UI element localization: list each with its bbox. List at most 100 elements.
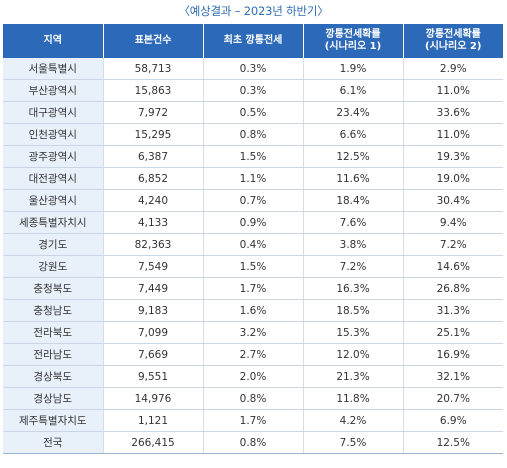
cell-scenario-1: 18.4%: [303, 189, 404, 212]
cell-region: 서울특별시: [3, 58, 104, 80]
cell-initial-rate: 0.4%: [203, 233, 304, 256]
table-row: 세종특별자치시 4,133 0.9% 7.6% 9.4%: [3, 211, 503, 234]
cell-sample-count: 266,415: [103, 431, 204, 454]
table-row: 충청북도 7,449 1.7% 16.3% 26.8%: [3, 277, 503, 300]
cell-region: 세종특별자치시: [3, 211, 104, 234]
cell-initial-rate: 0.8%: [203, 123, 304, 146]
table-row: 강원도 7,549 1.5% 7.2% 14.6%: [3, 255, 503, 278]
cell-scenario-1: 11.6%: [303, 167, 404, 190]
cell-scenario-1: 6.6%: [303, 123, 404, 146]
cell-region: 경상북도: [3, 365, 104, 388]
cell-scenario-2: 11.0%: [403, 79, 503, 102]
cell-region: 대전광역시: [3, 167, 104, 190]
cell-scenario-2: 30.4%: [403, 189, 503, 212]
cell-region: 대구광역시: [3, 101, 104, 124]
cell-scenario-2: 2.9%: [403, 58, 503, 80]
cell-sample-count: 4,240: [103, 189, 204, 212]
cell-sample-count: 58,713: [103, 58, 204, 80]
cell-region: 제주특별자치도: [3, 409, 104, 432]
cell-scenario-1: 1.9%: [303, 58, 404, 80]
cell-scenario-2: 6.9%: [403, 409, 503, 432]
cell-scenario-1: 18.5%: [303, 299, 404, 322]
cell-scenario-2: 19.0%: [403, 167, 503, 190]
cell-sample-count: 15,863: [103, 79, 204, 102]
cell-scenario-2: 16.9%: [403, 343, 503, 366]
cell-sample-count: 14,976: [103, 387, 204, 410]
cell-scenario-2: 32.1%: [403, 365, 503, 388]
header-sample-count: 표본건수: [103, 24, 204, 58]
header-scenario-1: 깡통전세확률 (시나리오 1): [303, 24, 404, 58]
table-row: 서울특별시 58,713 0.3% 1.9% 2.9%: [3, 58, 503, 80]
table-caption: 〈예상결과 – 2023년 하반기〉: [178, 4, 329, 18]
table-row: 전라남도 7,669 2.7% 12.0% 16.9%: [3, 343, 503, 366]
cell-sample-count: 9,551: [103, 365, 204, 388]
cell-scenario-1: 12.0%: [303, 343, 404, 366]
cell-sample-count: 15,295: [103, 123, 204, 146]
header-scenario-2: 깡통전세확률 (시나리오 2): [403, 24, 503, 58]
cell-initial-rate: 0.8%: [203, 431, 304, 454]
cell-region: 충청북도: [3, 277, 104, 300]
cell-scenario-1: 7.5%: [303, 431, 404, 454]
cell-scenario-2: 33.6%: [403, 101, 503, 124]
cell-region: 인천광역시: [3, 123, 104, 146]
cell-sample-count: 7,099: [103, 321, 204, 344]
table-row: 전국 266,415 0.8% 7.5% 12.5%: [3, 431, 503, 454]
cell-region: 광주광역시: [3, 145, 104, 168]
cell-initial-rate: 3.2%: [203, 321, 304, 344]
table-row: 울산광역시 4,240 0.7% 18.4% 30.4%: [3, 189, 503, 212]
cell-scenario-2: 14.6%: [403, 255, 503, 278]
cell-region: 울산광역시: [3, 189, 104, 212]
cell-scenario-1: 4.2%: [303, 409, 404, 432]
table-row: 광주광역시 6,387 1.5% 12.5% 19.3%: [3, 145, 503, 168]
cell-scenario-2: 25.1%: [403, 321, 503, 344]
cell-initial-rate: 1.5%: [203, 145, 304, 168]
results-table: 지역 표본건수 최초 깡통전세 깡통전세확률 (시나리오 1) 깡통전세확률 (…: [3, 24, 503, 454]
header-initial-rate: 최초 깡통전세: [203, 24, 304, 58]
cell-sample-count: 4,133: [103, 211, 204, 234]
cell-scenario-1: 7.6%: [303, 211, 404, 234]
cell-scenario-1: 3.8%: [303, 233, 404, 256]
cell-initial-rate: 0.7%: [203, 189, 304, 212]
cell-scenario-1: 7.2%: [303, 255, 404, 278]
cell-scenario-1: 12.5%: [303, 145, 404, 168]
cell-initial-rate: 0.3%: [203, 58, 304, 80]
cell-scenario-2: 7.2%: [403, 233, 503, 256]
table-row: 경기도 82,363 0.4% 3.8% 7.2%: [3, 233, 503, 256]
cell-sample-count: 7,549: [103, 255, 204, 278]
table-row: 경상북도 9,551 2.0% 21.3% 32.1%: [3, 365, 503, 388]
table-row: 부산광역시 15,863 0.3% 6.1% 11.0%: [3, 79, 503, 102]
cell-scenario-1: 6.1%: [303, 79, 404, 102]
cell-initial-rate: 1.1%: [203, 167, 304, 190]
cell-initial-rate: 0.8%: [203, 387, 304, 410]
cell-initial-rate: 2.7%: [203, 343, 304, 366]
cell-region: 충청남도: [3, 299, 104, 322]
cell-scenario-2: 26.8%: [403, 277, 503, 300]
cell-scenario-1: 21.3%: [303, 365, 404, 388]
cell-sample-count: 6,852: [103, 167, 204, 190]
cell-scenario-1: 16.3%: [303, 277, 404, 300]
cell-sample-count: 6,387: [103, 145, 204, 168]
cell-region: 전국: [3, 431, 104, 454]
cell-scenario-2: 20.7%: [403, 387, 503, 410]
cell-scenario-2: 11.0%: [403, 123, 503, 146]
table-row: 대구광역시 7,972 0.5% 23.4% 33.6%: [3, 101, 503, 124]
cell-scenario-2: 12.5%: [403, 431, 503, 454]
cell-initial-rate: 1.5%: [203, 255, 304, 278]
table-row: 인천광역시 15,295 0.8% 6.6% 11.0%: [3, 123, 503, 146]
cell-scenario-2: 19.3%: [403, 145, 503, 168]
cell-scenario-2: 9.4%: [403, 211, 503, 234]
cell-region: 경기도: [3, 233, 104, 256]
cell-sample-count: 82,363: [103, 233, 204, 256]
cell-scenario-1: 23.4%: [303, 101, 404, 124]
cell-region: 부산광역시: [3, 79, 104, 102]
table-row: 경상남도 14,976 0.8% 11.8% 20.7%: [3, 387, 503, 410]
cell-sample-count: 1,121: [103, 409, 204, 432]
cell-region: 전라남도: [3, 343, 104, 366]
header-row: 지역 표본건수 최초 깡통전세 깡통전세확률 (시나리오 1) 깡통전세확률 (…: [3, 24, 503, 58]
cell-region: 경상남도: [3, 387, 104, 410]
cell-sample-count: 7,449: [103, 277, 204, 300]
header-region: 지역: [3, 24, 104, 58]
cell-region: 전라북도: [3, 321, 104, 344]
cell-initial-rate: 0.5%: [203, 101, 304, 124]
cell-scenario-1: 11.8%: [303, 387, 404, 410]
